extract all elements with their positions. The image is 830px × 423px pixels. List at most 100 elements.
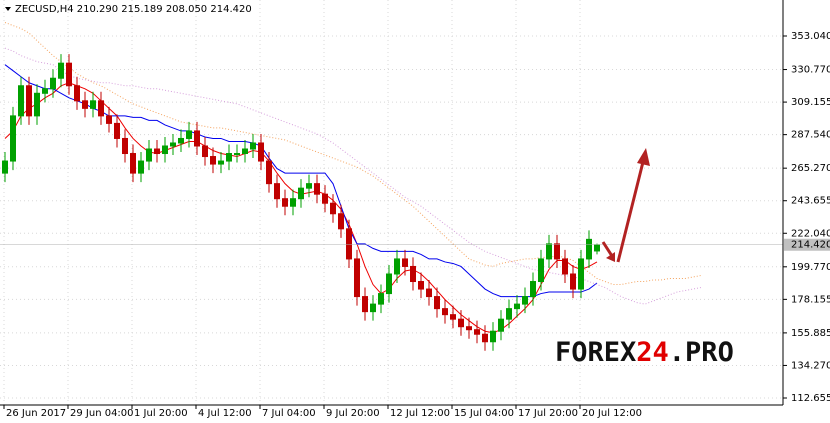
- arrow-head: [637, 148, 650, 166]
- candle-body: [362, 296, 368, 313]
- x-tick-label: 7 Jul 04:00: [262, 408, 316, 419]
- arrow-down: [601, 241, 614, 257]
- candle-body: [562, 258, 568, 275]
- candle-body: [146, 148, 152, 162]
- candle-body: [194, 130, 200, 147]
- candle-body: [498, 318, 504, 332]
- candle-body: [266, 160, 272, 185]
- x-tick-label: 29 Jun 04:00: [70, 408, 134, 419]
- candle-body: [122, 137, 128, 155]
- candle-body: [202, 145, 208, 158]
- candle-body: [490, 330, 496, 343]
- candle-body: [442, 308, 448, 316]
- candle-body: [178, 137, 184, 144]
- cloud-line: [4, 22, 702, 286]
- candle-body: [306, 183, 312, 189]
- candle-body: [26, 85, 32, 117]
- x-tick-label: 20 Jul 12:00: [582, 408, 642, 419]
- candle-body: [282, 198, 288, 207]
- candle-body: [154, 148, 160, 155]
- candle-body: [594, 244, 600, 252]
- watermark-part: FOREX: [555, 337, 636, 368]
- candle-body: [274, 183, 280, 200]
- candle-body: [458, 318, 464, 328]
- plot-area: [0, 0, 783, 405]
- x-tick-label: 1 Jul 20:00: [134, 408, 188, 419]
- candle-body: [226, 153, 232, 162]
- y-tick-label: 155.885: [791, 328, 830, 339]
- last-price-label: 214.420: [791, 240, 830, 251]
- candle-body: [66, 62, 72, 87]
- candle-body: [106, 115, 112, 124]
- y-tick-label: 265.270: [791, 163, 830, 174]
- candle-body: [234, 153, 240, 156]
- candle-body: [34, 92, 40, 117]
- candle-body: [114, 122, 120, 139]
- candle-body: [554, 243, 560, 260]
- chart-title: ZECUSD,H4 210.290 215.189 208.050 214.42…: [15, 4, 252, 15]
- candle-body: [354, 258, 360, 298]
- x-tick-label: 9 Jul 20:00: [326, 408, 380, 419]
- candle-body: [10, 115, 16, 162]
- candle-body: [530, 281, 536, 298]
- candle-body: [386, 273, 392, 295]
- arrow-up: [616, 161, 645, 263]
- candle-body: [290, 198, 296, 207]
- candle-body: [50, 77, 56, 90]
- candle-body: [410, 265, 416, 283]
- candle-body: [338, 213, 344, 230]
- y-tick-label: 112.655: [791, 393, 830, 404]
- candle-body: [218, 160, 224, 165]
- y-tick-label: 178.155: [791, 294, 830, 305]
- candle-body: [2, 160, 8, 174]
- candle-body: [298, 187, 304, 200]
- candle-body: [434, 296, 440, 310]
- y-tick-label: 330.770: [791, 65, 830, 76]
- candle-body: [242, 148, 248, 155]
- candle-body: [514, 303, 520, 310]
- candle-body: [98, 100, 104, 117]
- candle-body: [578, 258, 584, 290]
- candle-body: [18, 85, 24, 117]
- candle-body: [394, 258, 400, 275]
- y-tick-label: 353.040: [791, 31, 830, 42]
- candle-body: [210, 156, 216, 165]
- y-tick-label: 243.655: [791, 196, 830, 207]
- candle-body: [130, 153, 136, 174]
- y-tick-label: 134.270: [791, 360, 830, 371]
- cloud-line: [4, 47, 702, 305]
- symbol-marker: [5, 7, 11, 11]
- forecast-arrows: [601, 148, 650, 263]
- x-tick-label: 15 Jul 04:00: [454, 408, 514, 419]
- candle-body: [378, 293, 384, 305]
- candle-body: [250, 142, 256, 150]
- candle-body: [314, 183, 320, 195]
- candle-body: [138, 160, 144, 174]
- y-tick-label: 309.155: [791, 97, 830, 108]
- candle-body: [162, 145, 168, 155]
- candle-body: [82, 100, 88, 109]
- candle-body: [58, 62, 64, 79]
- candle-body: [538, 258, 544, 283]
- candle-body: [482, 333, 488, 343]
- candle-body: [322, 193, 328, 204]
- watermark-part: .PRO: [669, 337, 734, 368]
- candle-body: [474, 329, 480, 335]
- watermark: FOREX24.PRO: [555, 337, 734, 368]
- x-tick-label: 17 Jul 20:00: [518, 408, 578, 419]
- candle-body: [418, 281, 424, 290]
- candle-body: [450, 314, 456, 320]
- x-tick-label: 12 Jul 12:00: [390, 408, 450, 419]
- candle-body: [522, 296, 528, 305]
- x-tick-label: 26 Jun 2017: [6, 408, 66, 419]
- candle-body: [426, 288, 432, 298]
- y-tick-label: 287.540: [791, 130, 830, 141]
- candle-body: [546, 243, 552, 260]
- y-tick-label: 199.770: [791, 262, 830, 273]
- candle-body: [570, 273, 576, 290]
- x-tick-label: 4 Jul 12:00: [198, 408, 252, 419]
- candle-body: [370, 303, 376, 313]
- candle-body: [74, 85, 80, 102]
